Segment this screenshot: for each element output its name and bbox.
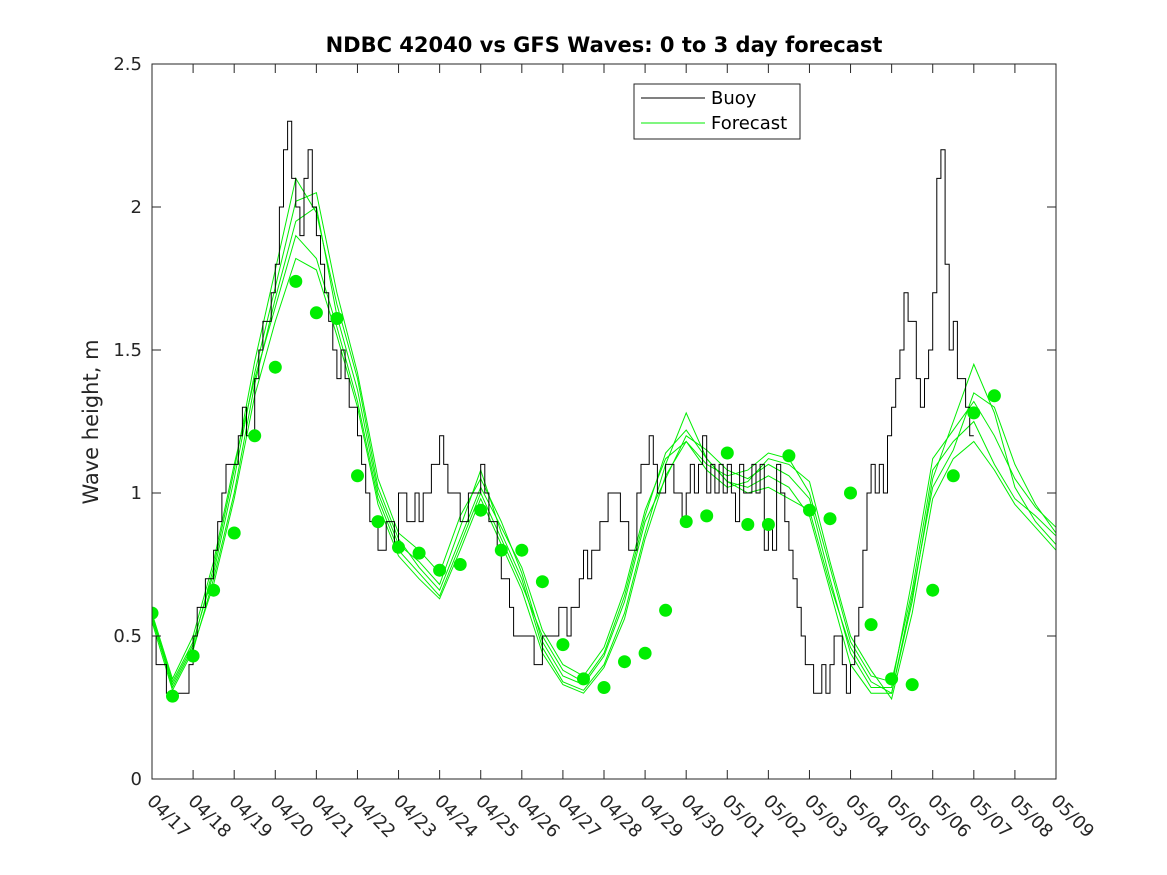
forecast-marker (618, 655, 631, 669)
forecast-marker (926, 583, 940, 597)
y-tick-label: 1.5 (113, 340, 142, 361)
forecast-line-5 (152, 257, 1056, 701)
legend-buoy-label: Buoy (711, 88, 757, 109)
forecast-line-4 (152, 234, 1056, 694)
y-tick-label: 2.5 (113, 54, 142, 75)
forecast-marker (309, 306, 323, 320)
legend: Buoy Forecast (633, 83, 801, 140)
forecast-line-3 (152, 177, 1056, 686)
forecast-marker (720, 446, 734, 460)
forecast-line-1 (152, 192, 1056, 688)
forecast-marker (392, 540, 405, 554)
forecast-marker (268, 360, 282, 374)
forecast-marker (474, 503, 488, 517)
forecast-marker (864, 618, 878, 632)
forecast-marker (371, 515, 385, 529)
legend-box (633, 83, 801, 140)
forecast-marker (679, 515, 693, 529)
forecast-marker (453, 558, 467, 571)
forecast-marker (700, 509, 714, 523)
forecast-marker (351, 469, 364, 483)
y-tick-label: 2 (131, 197, 142, 218)
y-tick-label: 1 (131, 483, 142, 504)
forecast-marker (289, 274, 303, 288)
forecast-marker (577, 672, 590, 686)
forecast-marker (987, 389, 1001, 403)
forecast-marker (803, 503, 816, 517)
forecast-marker (166, 689, 179, 703)
forecast-marker (248, 429, 262, 443)
plot-area (152, 120, 1056, 703)
chart-title: NDBC 42040 vs GFS Waves: 0 to 3 day fore… (326, 33, 883, 57)
forecast-marker (494, 543, 508, 557)
forecast-marker (761, 518, 775, 531)
forecast-marker (905, 678, 919, 692)
forecast-marker (412, 546, 426, 560)
forecast-marker (186, 649, 200, 663)
forecast-marker (638, 646, 652, 660)
y-axis-label: Wave height, m (79, 339, 103, 504)
forecast-marker (597, 681, 611, 694)
y-tick-label: 0 (131, 769, 142, 790)
forecast-marker (741, 518, 755, 531)
forecast-marker (659, 603, 673, 617)
forecast-marker (823, 512, 837, 526)
forecast-marker (330, 312, 344, 325)
forecast-marker (152, 606, 159, 620)
forecast-marker (885, 672, 899, 686)
forecast-marker (227, 526, 241, 540)
forecast-marker (556, 638, 570, 652)
buoy-line (152, 120, 974, 694)
legend-forecast-label: Forecast (711, 113, 787, 134)
forecast-marker (515, 543, 529, 557)
forecast-line-2 (152, 206, 1056, 694)
forecast-marker (535, 575, 549, 589)
y-tick-label: 0.5 (113, 626, 142, 647)
forecast-marker (207, 583, 221, 597)
forecast-marker (844, 486, 857, 500)
forecast-marker (433, 563, 447, 577)
forecast-marker (946, 469, 960, 483)
forecast-marker (967, 406, 981, 420)
forecast-marker (782, 449, 796, 463)
